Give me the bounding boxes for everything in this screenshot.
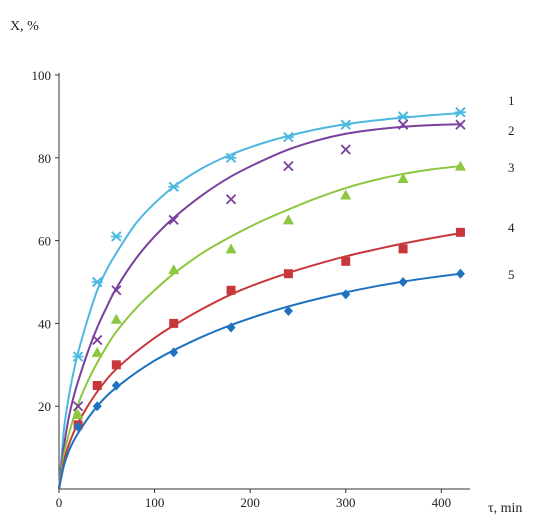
series-5-point xyxy=(226,322,236,333)
series-2-curve xyxy=(58,123,461,490)
x-tick-label: 400 xyxy=(432,495,452,510)
chart-labels: X, % τ, min 1 2 3 4 5 xyxy=(10,19,522,516)
series-3-point xyxy=(110,313,122,324)
series-1-curve xyxy=(58,112,461,490)
series-3-point xyxy=(72,408,84,419)
series-2-point xyxy=(168,214,179,226)
y-tick-label: 60 xyxy=(38,234,51,249)
y-axis-title: X, % xyxy=(10,19,39,34)
x-tick-label: 100 xyxy=(145,495,165,510)
x-axis-title: τ, min xyxy=(488,501,522,516)
series-5-label: 5 xyxy=(508,267,515,282)
series-1-point xyxy=(225,152,237,164)
series-2-point xyxy=(72,401,84,412)
series-3-point xyxy=(225,243,237,254)
series-2-label: 2 xyxy=(508,123,515,138)
series-5-point xyxy=(398,277,408,287)
series-2-point xyxy=(225,194,237,205)
series-2-point xyxy=(397,119,409,130)
series-3-point xyxy=(397,173,409,183)
series-3-label: 3 xyxy=(508,160,515,175)
series-5-curve xyxy=(58,272,461,490)
series-3-curve xyxy=(58,165,461,490)
series-4-point xyxy=(398,244,408,254)
series-2-point xyxy=(92,334,103,346)
series-2-point xyxy=(111,285,122,296)
series-5-point xyxy=(283,305,293,316)
series-5-point xyxy=(111,380,121,391)
series-4-point xyxy=(341,256,351,266)
series-1-point xyxy=(110,231,122,242)
series-3-point xyxy=(168,264,180,275)
series-1-point xyxy=(72,351,84,362)
series-2-point xyxy=(283,160,294,172)
series-1-point xyxy=(454,107,466,118)
series-4-point xyxy=(92,381,102,390)
series-4-point xyxy=(169,318,179,328)
series-1-label: 1 xyxy=(508,93,515,108)
chart-curves xyxy=(58,112,461,490)
y-tick-label: 80 xyxy=(38,151,51,166)
series-3-point xyxy=(91,346,103,357)
series-1-point xyxy=(282,131,294,143)
series-1-point xyxy=(340,119,352,130)
series-4-point xyxy=(111,360,121,370)
series-2-point xyxy=(340,144,351,155)
series-5-point xyxy=(341,289,351,300)
series-5-point xyxy=(169,347,179,358)
series-1-point xyxy=(91,276,103,288)
x-tick-label: 0 xyxy=(56,495,63,510)
chart-markers xyxy=(72,107,466,432)
series-1-point xyxy=(397,111,409,122)
x-tick-label: 200 xyxy=(240,495,260,510)
series-4-point xyxy=(283,269,293,279)
series-5-point xyxy=(455,268,465,279)
x-tick-label: 300 xyxy=(336,495,356,510)
y-tick-label: 100 xyxy=(32,68,52,83)
series-3-point xyxy=(340,189,352,200)
series-5-point xyxy=(73,421,83,432)
series-5-point xyxy=(92,401,102,412)
series-4-label: 4 xyxy=(508,220,515,235)
chart-axes: 20 40 60 80 100 0 100 200 300 400 xyxy=(32,68,470,510)
series-2-point xyxy=(455,119,466,130)
series-1-point xyxy=(168,181,180,192)
series-3-point xyxy=(454,160,466,171)
y-tick-label: 20 xyxy=(38,399,51,414)
series-4-point xyxy=(455,227,465,237)
series-4-point xyxy=(226,285,236,295)
series-3-point xyxy=(282,214,294,225)
y-tick-label: 40 xyxy=(38,316,51,331)
